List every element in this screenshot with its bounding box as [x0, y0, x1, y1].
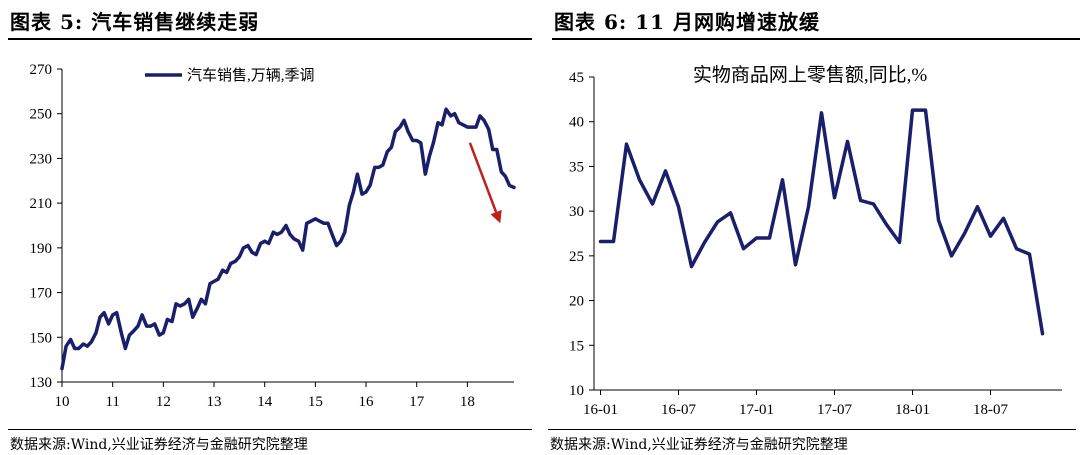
x-tick-label: 16-01	[583, 402, 618, 418]
x-tick-label: 12	[156, 394, 171, 410]
legend-label: 汽车销售,万辆,季调	[187, 67, 315, 84]
online-retail-chart: 10 15 20 25 30 35 40 45 16-01 16-07 17-01 17-07 18-0…	[569, 64, 1062, 418]
y-tick-label: 270	[30, 62, 53, 78]
x-tick-label: 11	[105, 394, 119, 410]
x-tick-label: 18	[460, 394, 475, 410]
y-tick-label: 10	[569, 383, 584, 399]
y-tick-label: 130	[30, 375, 53, 391]
y-tick-label: 230	[30, 151, 53, 167]
left-chart-panel: 图表 5: 汽车销售继续走弱 130 150 170 190 210 230 250 270 1…	[8, 10, 532, 453]
x-tick-label: 15	[308, 394, 323, 410]
x-tick-label: 16	[359, 394, 375, 410]
left-source-note: 数据来源:Wind,兴业证券经济与金融研究院整理	[10, 437, 308, 453]
series-line	[598, 108, 1045, 336]
right-chart-title: 图表 6: 11 月网购增速放缓	[554, 10, 821, 34]
x-tick-label: 16-07	[661, 402, 696, 418]
chart-title: 实物商品网上零售额,同比,%	[693, 64, 928, 86]
arrow-head	[490, 209, 502, 224]
x-tick-label: 18-01	[895, 402, 930, 418]
series-line	[60, 107, 516, 371]
y-tick-label: 210	[30, 196, 53, 212]
x-tick-label: 14	[257, 394, 273, 410]
y-tick-label: 190	[30, 241, 53, 257]
y-tick-label: 40	[569, 115, 584, 131]
right-chart-panel: 图表 6: 11 月网购增速放缓 10 15 20 25 30 35 40 45 16-01 16…	[540, 0, 1080, 455]
y-tick-label: 30	[569, 204, 584, 220]
y-tick-label: 15	[569, 338, 584, 354]
y-tick-label: 45	[569, 70, 584, 86]
y-tick-label: 20	[569, 294, 584, 310]
y-tick-label: 170	[30, 286, 53, 302]
left-footer-rule	[8, 429, 532, 430]
right-footer-rule	[548, 429, 1076, 430]
x-tick-label: 17-01	[739, 402, 774, 418]
y-tick-label: 250	[30, 107, 53, 123]
arrow-shaft	[468, 142, 498, 213]
x-tick-label: 17	[409, 394, 425, 410]
y-tick-label: 35	[569, 159, 584, 175]
y-tick-label: 150	[30, 330, 53, 346]
x-tick-label: 17-07	[817, 402, 852, 418]
left-chart-title: 图表 5: 汽车销售继续走弱	[10, 10, 260, 34]
right-source-note: 数据来源:Wind,兴业证券经济与金融研究院整理	[550, 437, 848, 453]
x-tick-label: 18-07	[973, 402, 1008, 418]
x-tick-label: 13	[207, 394, 222, 410]
x-tick-label: 10	[55, 394, 70, 410]
auto-sales-chart: 130 150 170 190 210 230 250 270 10 11 12 13 14 15 16 17…	[30, 62, 516, 410]
left-title-rule	[8, 38, 532, 40]
right-title-rule	[552, 38, 1080, 40]
y-tick-label: 25	[569, 249, 584, 265]
